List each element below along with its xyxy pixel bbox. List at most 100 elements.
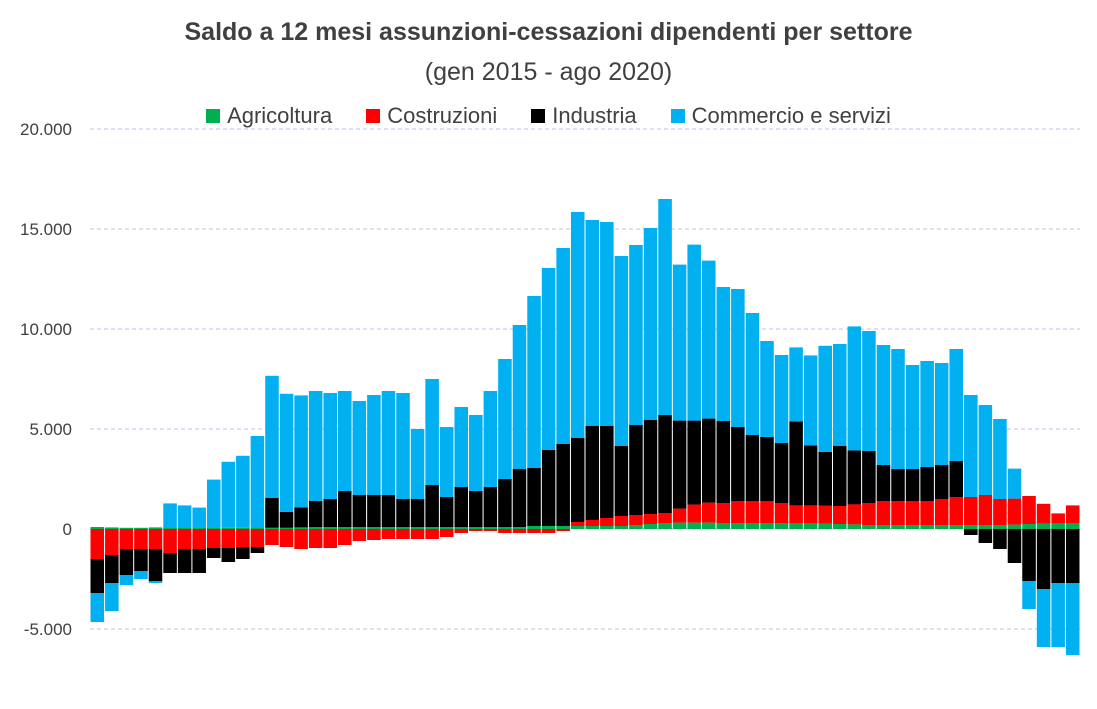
bar-segment-costruzioni — [163, 529, 177, 553]
bar-segment-costruzioni — [731, 501, 745, 523]
bar-segment-agricoltura — [862, 525, 876, 529]
bar-segment-agricoltura — [934, 525, 949, 529]
bar-segment-costruzioni — [891, 501, 905, 525]
bar-segment-agricoltura — [134, 527, 148, 529]
bar-segment-industria — [148, 549, 163, 581]
bar-segment-agricoltura — [512, 527, 527, 529]
bar-segment-costruzioni — [876, 501, 891, 525]
bar-segment-industria — [949, 461, 964, 497]
bar-segment-costruzioni — [964, 497, 978, 525]
bar-segment-commercio-e-servizi — [614, 256, 629, 446]
bar-segment-costruzioni — [847, 504, 862, 525]
bar-segment-costruzioni — [920, 501, 934, 525]
bar-segment-industria — [498, 479, 512, 527]
bar-segment-costruzioni — [192, 529, 206, 549]
bar-segment-commercio-e-servizi — [105, 583, 119, 611]
bar-segment-agricoltura — [294, 527, 308, 529]
bar-segment-industria — [279, 511, 294, 528]
bar-segment-commercio-e-servizi — [469, 415, 483, 491]
bar-segment-industria — [964, 529, 978, 535]
bar-segment-agricoltura — [338, 527, 352, 529]
bar-segment-agricoltura — [221, 527, 236, 529]
bar-segment-commercio-e-servizi — [745, 313, 760, 435]
bar-segment-industria — [294, 507, 308, 528]
bar-segment-commercio-e-servizi — [993, 419, 1007, 499]
bar-segment-commercio-e-servizi — [221, 461, 236, 528]
bar-segment-industria — [265, 497, 279, 528]
bar-segment-commercio-e-servizi — [148, 581, 163, 583]
bar-segment-commercio-e-servizi — [454, 407, 469, 487]
bar-segment-commercio-e-servizi — [570, 212, 585, 438]
bar-segment-commercio-e-servizi — [818, 345, 832, 452]
bar-segment-industria — [978, 529, 993, 543]
bar-segment-costruzioni — [570, 522, 585, 526]
bar-segment-agricoltura — [629, 525, 643, 529]
bar-segment-costruzioni — [454, 529, 469, 533]
bar-segment-industria — [672, 420, 687, 509]
y-tick-label: 15.000 — [20, 220, 72, 239]
y-tick-label: -5.000 — [24, 620, 72, 639]
bar-segment-agricoltura — [833, 524, 847, 529]
bar-segment-industria — [701, 418, 716, 503]
bar-segment-commercio-e-servizi — [643, 228, 658, 420]
bar-segment-agricoltura — [876, 525, 891, 529]
bar-segment-commercio-e-servizi — [891, 349, 905, 469]
bar-segment-industria — [818, 451, 832, 506]
bar-segment-costruzioni — [774, 503, 789, 523]
bar-segment-industria — [367, 495, 381, 527]
bar-segment-industria — [469, 491, 483, 527]
bar-segment-agricoltura — [1065, 523, 1080, 529]
bar-segment-industria — [1065, 529, 1080, 583]
bar-segment-agricoltura — [279, 527, 294, 529]
bar-segment-agricoltura — [920, 525, 934, 529]
bar-segment-industria — [774, 443, 789, 503]
bar-segment-industria — [570, 438, 585, 522]
chart-legend: Agricoltura Costruzioni Industria Commer… — [0, 103, 1097, 129]
chart-title: Saldo a 12 mesi assunzioni-cessazioni di… — [184, 18, 913, 46]
bar-segment-costruzioni — [483, 529, 498, 531]
bar-segment-commercio-e-servizi — [338, 391, 352, 491]
bar-segment-commercio-e-servizi — [1022, 581, 1036, 609]
bar-segment-costruzioni — [90, 529, 105, 559]
bar-segment-agricoltura — [803, 523, 818, 529]
bar-segment-commercio-e-servizi — [308, 391, 323, 501]
bar-segment-industria — [993, 529, 1007, 549]
bar-segment-agricoltura — [978, 525, 993, 529]
bar-segment-agricoltura — [323, 527, 337, 529]
bar-segment-costruzioni — [367, 529, 381, 540]
bar-segment-costruzioni — [294, 529, 308, 549]
bar-segment-agricoltura — [891, 525, 905, 529]
bar-segment-industria — [862, 451, 876, 503]
bar-segment-agricoltura — [745, 523, 760, 529]
bar-segment-agricoltura — [993, 525, 1007, 529]
bar-segment-industria — [1036, 529, 1051, 589]
bar-segment-industria — [643, 420, 658, 514]
bar-segment-industria — [439, 497, 454, 527]
bar-segment-commercio-e-servizi — [512, 325, 527, 469]
bar-segment-industria — [396, 499, 410, 527]
bar-segment-commercio-e-servizi — [163, 503, 177, 528]
bar-segment-costruzioni — [323, 529, 337, 548]
bar-segment-commercio-e-servizi — [1065, 583, 1080, 655]
bar-segment-commercio-e-servizi — [833, 344, 847, 446]
bar-segment-industria — [512, 469, 527, 527]
y-tick-label: 10.000 — [20, 320, 72, 339]
bar-segment-commercio-e-servizi — [410, 429, 425, 499]
bar-segment-commercio-e-servizi — [381, 391, 396, 495]
bar-segment-agricoltura — [949, 525, 964, 529]
bar-segment-agricoltura — [701, 522, 716, 529]
bar-segment-costruzioni — [934, 499, 949, 525]
bar-segment-agricoltura — [527, 526, 541, 529]
bar-segment-industria — [105, 555, 119, 583]
bar-segment-commercio-e-servizi — [90, 593, 105, 622]
bar-segment-agricoltura — [556, 526, 570, 529]
bar-segment-industria — [134, 549, 148, 571]
bar-segment-industria — [206, 548, 221, 558]
bar-segment-commercio-e-servizi — [206, 479, 221, 528]
bar-segment-agricoltura — [498, 527, 512, 529]
bar-segment-commercio-e-servizi — [527, 296, 541, 468]
bar-segment-costruzioni — [105, 529, 119, 555]
bar-segment-costruzioni — [643, 514, 658, 524]
bar-segment-commercio-e-servizi — [1036, 589, 1051, 647]
bar-segment-agricoltura — [614, 526, 629, 529]
